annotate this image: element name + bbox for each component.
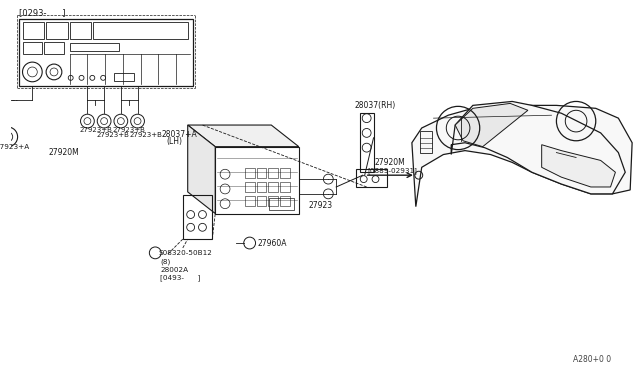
Bar [280, 182, 290, 192]
Bar [70, 22, 92, 39]
Bar [280, 168, 290, 178]
Bar [257, 182, 266, 192]
Text: 27960A: 27960A [257, 238, 287, 247]
Text: 28037(RH): 28037(RH) [355, 101, 396, 110]
Polygon shape [455, 103, 528, 147]
Text: 27923+B: 27923+B [79, 127, 113, 133]
Polygon shape [412, 105, 632, 207]
Bar [268, 182, 278, 192]
Text: 27923: 27923 [308, 201, 333, 210]
Text: 27923+B: 27923+B [96, 132, 129, 138]
Text: S08320-50B12: S08320-50B12 [158, 250, 212, 256]
Polygon shape [188, 125, 215, 214]
Text: A280+0 0: A280+0 0 [573, 355, 611, 363]
Text: 27923+B: 27923+B [113, 127, 146, 133]
Bar [244, 196, 255, 206]
Bar [22, 22, 44, 39]
Bar [420, 131, 431, 153]
Bar [183, 195, 212, 239]
Text: 27923+A: 27923+A [0, 144, 29, 150]
Bar [19, 19, 193, 86]
Bar [360, 113, 374, 172]
Bar [268, 168, 278, 178]
Polygon shape [451, 102, 625, 194]
Text: [0493-      ]: [0493- ] [160, 274, 200, 281]
Bar [114, 73, 134, 81]
Text: (8): (8) [160, 259, 170, 265]
Text: 27923+B: 27923+B [130, 132, 163, 138]
Text: (LH): (LH) [166, 137, 182, 146]
Bar [269, 198, 294, 209]
Bar [356, 169, 387, 187]
Bar [44, 42, 64, 54]
Bar [93, 22, 188, 39]
Bar [268, 196, 278, 206]
Bar [280, 196, 290, 206]
Text: 28037+A: 28037+A [161, 130, 197, 140]
Bar [22, 42, 42, 54]
Bar [244, 168, 255, 178]
Polygon shape [215, 147, 299, 214]
Bar [257, 196, 266, 206]
Bar [257, 168, 266, 178]
Bar [244, 182, 255, 192]
Polygon shape [541, 145, 616, 187]
Polygon shape [188, 125, 299, 147]
Bar [46, 22, 68, 39]
Text: 28002A: 28002A [160, 267, 188, 273]
Text: 27920M: 27920M [374, 158, 405, 167]
Text: [0889-02931]: [0889-02931] [367, 167, 417, 174]
Text: [0293-      ]: [0293- ] [19, 9, 65, 17]
Bar [70, 44, 119, 51]
Text: 27920M: 27920M [48, 148, 79, 157]
